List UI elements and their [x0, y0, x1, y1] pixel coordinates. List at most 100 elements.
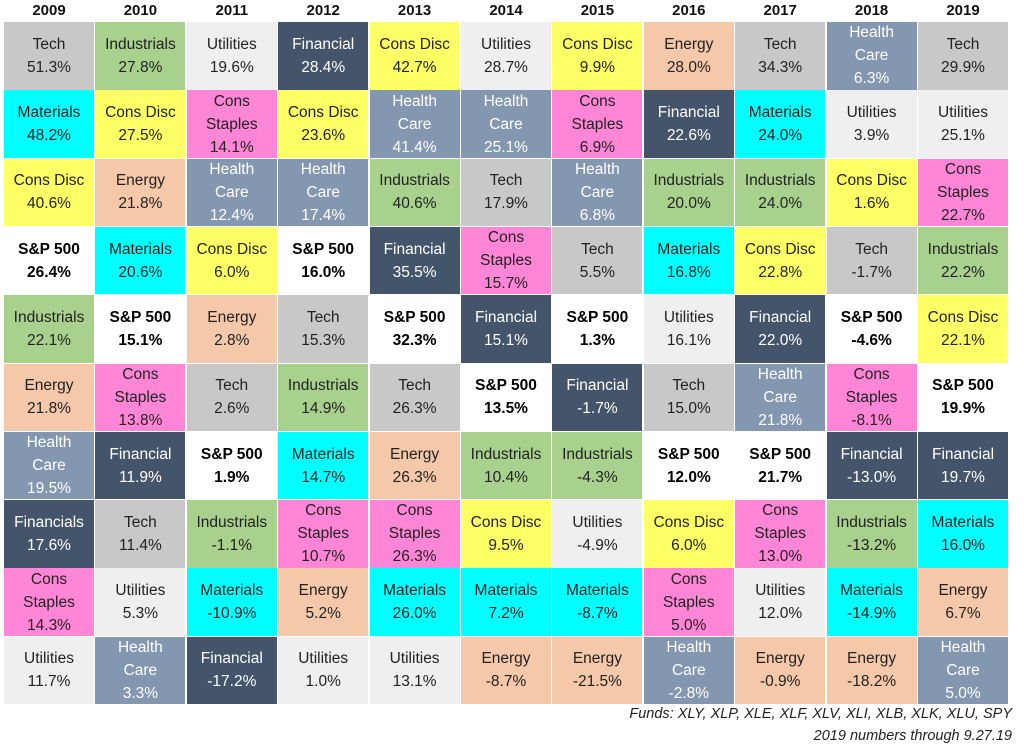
return-value: 13.1%	[392, 673, 437, 691]
sector-label: Tech	[672, 377, 706, 395]
sector-cell: Cons Disc 6.0%	[186, 226, 277, 295]
sector-cell: Tech 11.4%	[95, 500, 186, 568]
return-value: -18.2%	[847, 673, 897, 691]
sector-label: Industrials	[562, 445, 633, 463]
sector-cell: Tech 17.9%	[461, 158, 551, 227]
sector-label-part: Health	[940, 638, 986, 656]
sector-label: Utilities	[24, 650, 74, 668]
sector-label: Utilities	[938, 104, 988, 122]
sector-label: Industrials	[13, 308, 85, 326]
sector-cell: Materials 24.0%	[735, 90, 826, 158]
sector-label: Financial	[474, 308, 538, 326]
sector-cell: Utilities 28.7%	[461, 22, 551, 90]
return-value: 26.4%	[27, 263, 71, 281]
return-value: 13.8%	[118, 411, 163, 429]
sector-label: Utilities	[755, 582, 806, 600]
return-value: -1.1%	[211, 536, 253, 554]
sector-label: Industrials	[744, 172, 816, 190]
return-value: 13.0%	[758, 548, 803, 566]
return-value: 48.2%	[27, 127, 71, 145]
sector-cell: Materials 7.2%	[461, 568, 551, 636]
sector-label-part: Staples	[937, 183, 989, 201]
sector-cell: S&P 500 26.4%	[4, 226, 94, 295]
sector-cell: Health Care -2.8%	[643, 636, 734, 705]
sector-label: Tech	[946, 35, 980, 53]
sector-label-part: Care	[489, 115, 523, 133]
sector-cell: Energy 21.8%	[95, 158, 186, 227]
return-value: 40.6%	[27, 195, 71, 213]
year-header: 2012	[306, 2, 340, 19]
sector-label: Tech	[398, 377, 431, 395]
return-value: 12.0%	[758, 605, 803, 623]
return-value: 5.0%	[945, 684, 981, 702]
sector-cell: Utilities 12.0%	[735, 568, 826, 636]
sector-label: Utilities	[572, 513, 623, 531]
sector-cell: Financial -13.0%	[826, 431, 917, 500]
return-value: 19.9%	[941, 400, 985, 418]
return-value: -8.7%	[485, 673, 527, 691]
year-header: 2015	[580, 2, 615, 19]
sector-label: S&P 500	[383, 308, 446, 326]
sector-label-part: Health	[483, 92, 529, 110]
sector-label-part: Care	[214, 183, 249, 201]
sector-cell: Tech 15.3%	[278, 295, 369, 363]
sector-cell: Tech 26.3%	[369, 363, 460, 431]
sector-label-part: Staples	[388, 525, 441, 543]
sector-label: Materials	[748, 104, 812, 122]
sector-label: Materials	[200, 582, 264, 600]
return-value: 17.4%	[301, 206, 346, 224]
sector-cell: S&P 500 1.3%	[552, 295, 643, 363]
sector-label: Tech	[32, 35, 66, 53]
sector-cell: Utilities 16.1%	[643, 295, 734, 363]
return-value: 14.1%	[209, 138, 254, 156]
sector-label: Energy	[938, 582, 988, 600]
return-value: 5.2%	[305, 605, 341, 623]
return-value: 25.1%	[941, 127, 985, 145]
sector-cell: Health Care 41.4%	[369, 90, 460, 158]
sector-label-part: Care	[946, 661, 980, 679]
sector-label: S&P 500	[475, 377, 537, 395]
sector-label: S&P 500	[932, 377, 994, 395]
return-value: 21.8%	[118, 195, 163, 213]
sector-cell: Cons Staples -8.1%	[826, 363, 917, 431]
sector-label: Industrials	[379, 172, 450, 190]
sector-label: Utilities	[115, 582, 166, 600]
year-header: 2016	[672, 2, 706, 19]
sector-label-part: Care	[763, 388, 797, 406]
return-value: 26.0%	[392, 605, 437, 623]
sector-cell: Financial 15.1%	[461, 295, 551, 363]
sector-label: Cons Disc	[196, 240, 268, 258]
sector-cell: Energy -21.5%	[552, 636, 643, 705]
sector-cell: Industrials 22.1%	[4, 295, 94, 363]
return-value: 24.0%	[758, 127, 803, 145]
sector-label: Utilities	[846, 104, 897, 122]
return-value: 51.3%	[27, 58, 71, 76]
sector-label-part: Health	[26, 434, 72, 452]
return-value: 5.5%	[579, 263, 616, 281]
sector-cell: Tech 34.3%	[735, 22, 826, 90]
sector-label: Cons Disc	[836, 172, 907, 190]
sector-cell: Industrials 14.9%	[278, 363, 369, 431]
sector-cell: Industrials -1.1%	[186, 500, 277, 568]
sector-cell: Cons Staples 14.3%	[4, 568, 94, 636]
sector-cell: Tech -1.7%	[826, 226, 917, 295]
sector-label-part: Cons	[122, 365, 159, 383]
return-value: 29.9%	[941, 58, 985, 76]
return-value: 22.0%	[758, 331, 803, 349]
sector-cell: Utilities 19.6%	[186, 22, 277, 90]
sector-label: Energy	[207, 308, 257, 326]
sector-cell: Health Care 5.0%	[918, 636, 1008, 705]
sector-label: Financial	[840, 445, 903, 463]
sector-cell: Cons Disc 23.6%	[278, 90, 369, 158]
return-value: 40.6%	[392, 195, 437, 213]
return-value: 41.4%	[392, 138, 437, 156]
return-value: 14.9%	[301, 400, 346, 418]
return-value: 1.0%	[305, 673, 341, 691]
return-value: 27.5%	[118, 127, 163, 145]
sector-cell: Materials 20.6%	[95, 226, 186, 295]
sector-label: Energy	[115, 172, 165, 190]
sector-label: Energy	[664, 35, 714, 53]
sector-cell: Energy 6.7%	[918, 568, 1008, 636]
return-value: 20.6%	[118, 263, 163, 281]
sector-cell: Materials 48.2%	[4, 90, 94, 158]
